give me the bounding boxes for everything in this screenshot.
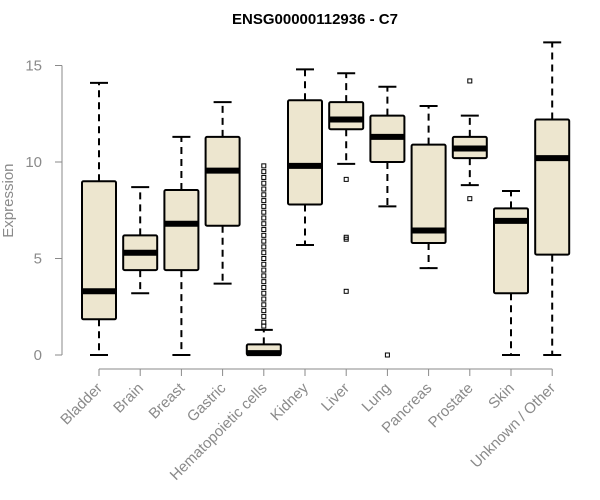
x-tick-label: Breast [146, 379, 189, 422]
outlier-point [343, 288, 349, 294]
box-iqr [204, 135, 241, 227]
x-tick-label: Skin [485, 380, 518, 413]
outlier-point [343, 176, 349, 182]
outlier-point [261, 174, 267, 180]
box-group [245, 163, 282, 357]
box-iqr [163, 188, 200, 272]
outlier-point [261, 215, 267, 221]
box-group [81, 81, 117, 356]
outlier-point [261, 290, 267, 296]
box-iqr [328, 101, 365, 131]
box-group [163, 135, 200, 356]
y-tick-label: 15 [25, 58, 42, 75]
x-tick-label: Lung [359, 380, 395, 416]
outlier-point [467, 78, 473, 84]
outlier-point [261, 221, 267, 227]
x-tick-label: Brain [110, 380, 147, 417]
box-group [204, 101, 241, 285]
outlier-point [261, 180, 267, 186]
y-axis-title: Expression [0, 163, 17, 237]
outlier-point [261, 296, 267, 302]
outlier-point [261, 284, 267, 290]
outlier-point [261, 308, 267, 314]
outlier-point [261, 227, 267, 233]
y-tick-label: 10 [25, 154, 42, 171]
x-tick-label: Prostate [425, 380, 477, 432]
box-group [493, 189, 529, 356]
box-iqr [534, 118, 571, 256]
y-tick-label: 5 [34, 251, 42, 268]
boxes [81, 41, 571, 358]
outlier-point [261, 192, 267, 198]
box-group [122, 186, 159, 295]
outlier-point [261, 244, 267, 250]
x-tick-label: Liver [318, 380, 353, 415]
box-iqr [287, 99, 323, 206]
box-iqr [493, 207, 529, 295]
outlier-point [261, 256, 267, 261]
outlier-point [467, 196, 473, 202]
outlier-point [261, 232, 267, 238]
outlier-point [261, 186, 267, 192]
outlier-point [261, 250, 267, 256]
x-tick-label: Bladder [57, 380, 106, 429]
outlier-point [261, 238, 267, 244]
box-iqr [81, 180, 117, 321]
box-group [328, 72, 365, 294]
outlier-point [384, 352, 390, 358]
y-tick-label: 0 [34, 347, 42, 364]
chart-title: ENSG00000112936 - C7 [232, 11, 398, 28]
outlier-point [261, 209, 267, 215]
outlier-point [261, 302, 267, 308]
outlier-point [343, 236, 349, 242]
outlier-point [261, 163, 267, 169]
outlier-point [261, 198, 267, 204]
outlier-point [261, 273, 267, 279]
outlier-point [261, 261, 267, 267]
outlier-point [261, 313, 267, 319]
box-group [369, 85, 406, 358]
box-group [451, 78, 488, 202]
x-tick-label: Kidney [267, 379, 312, 424]
outlier-point [261, 169, 267, 175]
outlier-point [261, 267, 267, 273]
box-iqr [410, 143, 447, 245]
outlier-point [261, 279, 267, 285]
box-group [287, 68, 323, 246]
outlier-point [261, 203, 267, 209]
box-group [534, 41, 571, 356]
outlier-point [261, 323, 267, 329]
box-group [410, 105, 447, 270]
